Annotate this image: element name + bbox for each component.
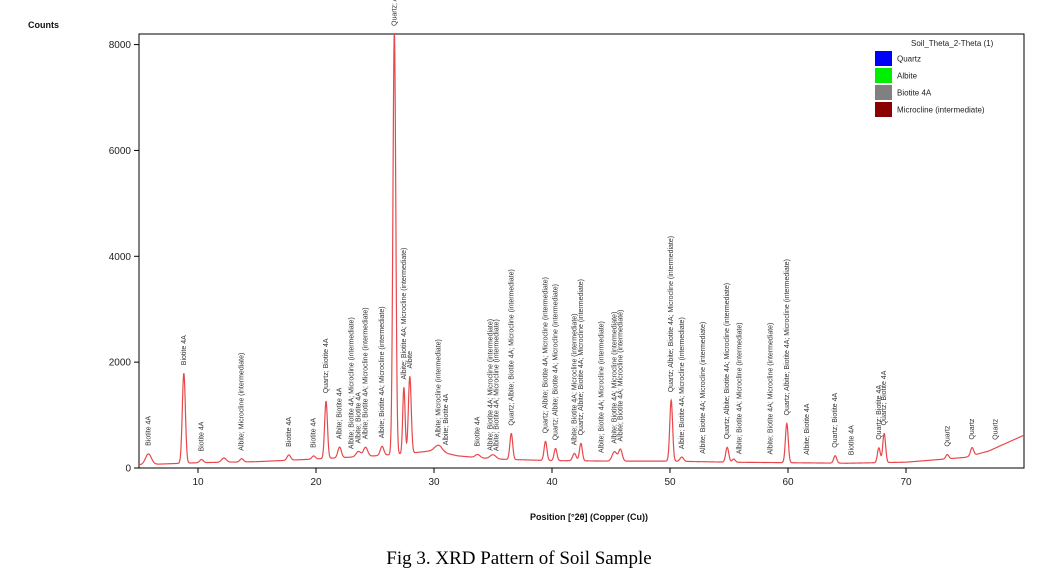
y-axis: 0 2000 4000 6000 8000 bbox=[109, 40, 139, 475]
y-tick-label: 4000 bbox=[109, 252, 132, 263]
peak-annotation: Albite; Biotite 4A; Microcline (intermed… bbox=[612, 312, 619, 444]
y-tick-label: 0 bbox=[125, 464, 131, 475]
x-tick-label: 70 bbox=[900, 477, 912, 488]
legend-swatch bbox=[875, 68, 892, 83]
peak-annotation: Albite; Biotite 4A; Microcline (intermed… bbox=[494, 319, 501, 451]
peak-annotation: Albite; Biotite 4A; Microcline (intermed… bbox=[348, 317, 355, 449]
peak-annotation: Quartz; Albite; Biotite 4A; Microcline (… bbox=[543, 277, 550, 433]
y-tick-label: 2000 bbox=[109, 358, 132, 369]
peak-annotation: Biotite 4A bbox=[286, 417, 293, 447]
legend-label: Albite bbox=[897, 72, 918, 81]
legend-swatch bbox=[875, 51, 892, 66]
x-axis: 10 20 30 40 50 60 70 bbox=[192, 468, 912, 488]
legend-title: Soil_Theta_2-Theta (1) bbox=[911, 39, 994, 48]
legend-label: Biotite 4A bbox=[897, 89, 932, 98]
peak-annotation: Quartz bbox=[944, 425, 951, 447]
peak-annotation: Quartz; Albite; Biotite 4A; Microcline (… bbox=[553, 284, 560, 440]
peak-annotation: Quartz; Biotite 4A bbox=[881, 370, 888, 425]
peak-annotation: Albite; Biotite 4A; Microcline (intermed… bbox=[767, 323, 774, 455]
peak-annotation: Albite; Biotite 4A; Microcline (intermed… bbox=[363, 307, 370, 439]
peak-annotation: Albite; Biotite 4A bbox=[337, 387, 344, 439]
peak-annotation: Albite; Biotite 4A; Microcline (intermed… bbox=[599, 321, 606, 453]
peak-annotation: Quartz; Albite; Biotite 4A; Microcline (… bbox=[391, 0, 398, 26]
peak-annotation: Quartz bbox=[993, 418, 1000, 440]
legend-label: Quartz bbox=[897, 55, 921, 64]
peak-annotation: Albite; Microcline (intermediate) bbox=[239, 353, 246, 451]
y-tick-label: 8000 bbox=[109, 40, 132, 51]
legend-swatch bbox=[875, 85, 892, 100]
peak-annotation: Biotite 4A bbox=[199, 421, 206, 451]
peak-annotation: Albite; Biotite 4A; Microcline (intermed… bbox=[737, 322, 744, 454]
peak-annotation: Quartz; Albite; Biotite 4A; Microcline (… bbox=[508, 269, 515, 425]
x-tick-label: 50 bbox=[664, 477, 676, 488]
x-axis-title: Position [°2θ] (Copper (Cu)) bbox=[530, 512, 648, 522]
peak-annotation: Quartz; Albite; Biotite 4A; Microcline (… bbox=[784, 259, 791, 415]
peak-annotation: Albite; Biotite 4A; Microcline (intermed… bbox=[488, 319, 495, 451]
peak-annotation: Quartz; Albite; Biotite 4A; Microcline (… bbox=[668, 236, 675, 392]
peak-annotation: Albite; Biotite 4A; Microcline (intermed… bbox=[679, 317, 686, 449]
peak-labels: Biotite 4A Biotite 4A Biotite 4A Albite; Mi… bbox=[145, 0, 999, 455]
peak-annotation: Biotite 4A bbox=[181, 335, 188, 365]
peak-annotation: Quartz; Biotite 4A bbox=[323, 338, 330, 393]
peak-annotation: Biotite 4A bbox=[475, 416, 482, 446]
legend-swatch bbox=[875, 102, 892, 117]
peak-annotation: Albite; Biotite 4A; Microcline (intermed… bbox=[379, 306, 386, 438]
legend: Soil_Theta_2-Theta (1) Quartz Albite Bioti… bbox=[875, 39, 994, 117]
peak-annotation: Biotite 4A bbox=[145, 416, 152, 446]
x-tick-label: 30 bbox=[428, 477, 440, 488]
figure-caption: Fig 3. XRD Pattern of Soil Sample bbox=[386, 548, 652, 569]
peak-annotation: Albite; Biotite 4A bbox=[443, 394, 450, 446]
peak-annotation: Albite; Biotite 4A; Microcline (intermed… bbox=[617, 310, 624, 442]
peak-annotation: Albite; Biotite 4A bbox=[356, 392, 363, 444]
peak-annotation: Quartz; Biotite 4A bbox=[832, 393, 839, 448]
peak-annotation: Biotite 4A bbox=[311, 418, 318, 448]
y-tick-label: 6000 bbox=[109, 146, 132, 157]
peak-annotation: Albite; Microcline (intermediate) bbox=[436, 339, 443, 437]
x-tick-label: 10 bbox=[192, 477, 204, 488]
peak-annotation: Albite; Biotite 4A; Microcline (intermed… bbox=[571, 314, 578, 446]
diffraction-pattern-line bbox=[138, 33, 1025, 466]
y-axis-title: Counts bbox=[28, 20, 59, 30]
x-tick-label: 60 bbox=[782, 477, 794, 488]
peak-annotation: Quartz bbox=[969, 418, 976, 440]
x-tick-label: 20 bbox=[310, 477, 322, 488]
legend-label: Microcline (intermediate) bbox=[897, 106, 985, 115]
peak-annotation: Quartz; Albite; Biotite 4A; Microcline (… bbox=[578, 279, 585, 435]
legend-items: Quartz Albite Biotite 4A Microcline (interm… bbox=[875, 51, 985, 117]
x-tick-label: 40 bbox=[546, 477, 558, 488]
peak-annotation: Albite bbox=[407, 351, 414, 369]
peak-annotation: Albite; Biotite 4A; Microcline (intermed… bbox=[401, 248, 408, 380]
peak-annotation: Biotite 4A bbox=[849, 425, 856, 455]
peak-annotation: Quartz; Albite; Biotite 4A; Microcline (… bbox=[724, 283, 731, 439]
peak-annotation: Albite; Biotite 4A bbox=[804, 403, 811, 455]
peak-annotation: Albite; Biotite 4A; Microcline (intermed… bbox=[700, 322, 707, 454]
peak-annotation: Quartz; Biotite 4A bbox=[876, 385, 883, 440]
